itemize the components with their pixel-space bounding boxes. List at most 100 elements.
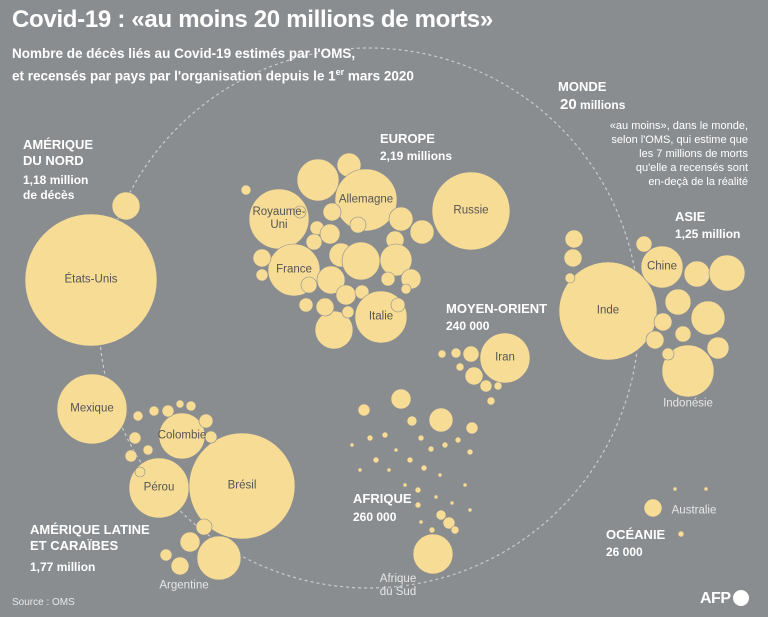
bubble xyxy=(635,235,653,253)
bubble xyxy=(132,410,144,422)
country-label-mexico: Mexique xyxy=(70,402,114,415)
bubble xyxy=(124,449,138,463)
bubble xyxy=(381,431,389,439)
country-label-peru: Pérou xyxy=(143,481,175,494)
bubble xyxy=(142,444,154,456)
region-latin-america-value: 1,77 million xyxy=(30,560,96,574)
bubble xyxy=(462,345,480,363)
bubble xyxy=(437,349,447,359)
bubble xyxy=(674,325,692,343)
bubble xyxy=(349,442,355,448)
region-north-america-value: 1,18 million de décès xyxy=(23,173,89,202)
world-value-number: 20 xyxy=(560,96,577,113)
subtitle-line-2-end: mars 2020 xyxy=(344,68,414,84)
bubble xyxy=(372,456,380,464)
source-note: Source : OMS xyxy=(12,597,75,608)
country-label-germany: Allemagne xyxy=(338,193,394,206)
bubble xyxy=(357,467,363,473)
bubble-mexico xyxy=(56,373,128,445)
country-label-australia: Australie xyxy=(671,504,717,517)
bubble-china xyxy=(640,245,684,289)
bubble xyxy=(466,448,474,456)
region-latin-america-name: AMÉRIQUE LATINE ET CARAÏBES xyxy=(30,522,150,553)
bubble xyxy=(300,276,318,294)
country-label-iran: Iran xyxy=(495,351,515,364)
bubble xyxy=(414,486,422,494)
bubble xyxy=(450,347,462,359)
bubble xyxy=(645,330,665,350)
bubble xyxy=(390,297,406,313)
region-north-america-name: AMÉRIQUE DU NORD xyxy=(23,137,94,168)
afp-logo: AFP xyxy=(700,590,749,608)
bubble xyxy=(198,413,214,429)
bubble xyxy=(428,526,436,534)
bubble xyxy=(420,464,428,472)
bubble xyxy=(314,310,354,350)
bubble xyxy=(335,284,357,306)
bubble xyxy=(479,379,493,393)
region-middle-east-name: MOYEN-ORIENT xyxy=(446,301,548,316)
bubble xyxy=(418,519,424,525)
bubble xyxy=(409,219,435,245)
bubble xyxy=(441,441,449,449)
bubble xyxy=(366,434,374,442)
region-asia-name: ASIE xyxy=(675,209,706,224)
region-europe-value: 2,19 millions xyxy=(380,149,453,163)
country-label-india: Inde xyxy=(596,304,620,317)
bubble xyxy=(690,300,726,336)
bubble-indonesia xyxy=(661,344,715,398)
world-note: «au moins», dans le monde, selon l'OMS, … xyxy=(568,119,748,189)
bubble xyxy=(661,347,675,361)
bubble xyxy=(400,283,412,295)
bubble xyxy=(298,297,314,313)
region-europe-name: EUROPE xyxy=(380,131,435,146)
bubble-australia xyxy=(643,498,663,518)
bubble xyxy=(454,436,462,444)
bubble-germany xyxy=(334,168,398,232)
chart-subtitle: Nombre de décès liés au Covid-19 estimés… xyxy=(12,44,532,86)
subtitle-line-1: Nombre de décès liés au Covid-19 estimés… xyxy=(12,46,356,61)
bubble xyxy=(677,530,685,538)
bubble xyxy=(296,158,340,202)
region-oceania-value: 26 000 xyxy=(606,545,643,559)
chart-title: Covid-19 : «au moins 20 millions de mort… xyxy=(12,6,493,33)
region-africa-name: AFRIQUE xyxy=(353,491,412,506)
bubble xyxy=(414,501,422,509)
bubble xyxy=(128,431,142,445)
country-label-indonesia: Indonésie xyxy=(663,397,713,410)
world-note-line: «au moins», dans le monde, xyxy=(609,120,748,132)
bubble xyxy=(255,268,269,282)
bubble xyxy=(316,265,346,295)
country-label-usa: États-Unis xyxy=(64,273,118,286)
logo-dot-icon xyxy=(732,590,749,606)
world-note-line: en-deçà de la réalité xyxy=(648,176,748,188)
bubble xyxy=(467,507,473,513)
bubble xyxy=(435,509,447,521)
bubble-iran xyxy=(479,332,531,384)
bubble xyxy=(449,500,455,506)
bubble xyxy=(708,254,746,292)
world-note-line: selon l'OMS, qui estime que xyxy=(611,134,748,146)
subtitle-line-2: et recensés par pays par l'organisation … xyxy=(12,68,336,84)
region-africa-value: 260 000 xyxy=(353,510,397,524)
bubble xyxy=(179,531,201,553)
subtitle-superscript: er xyxy=(335,67,345,77)
bubble xyxy=(664,288,692,316)
bubble-russia xyxy=(431,171,511,251)
bubble xyxy=(455,362,465,372)
bubble xyxy=(380,271,396,287)
bubble xyxy=(319,223,341,245)
country-label-russia: Russie xyxy=(453,204,489,217)
country-label-uk: Royaume- Uni xyxy=(252,206,306,231)
bubble xyxy=(703,486,709,492)
bubble xyxy=(402,482,408,488)
bubble xyxy=(653,312,673,332)
bubble xyxy=(672,486,678,492)
world-value: 20 millions xyxy=(560,96,625,113)
bubble xyxy=(240,184,252,196)
bubble xyxy=(406,415,418,427)
bubble xyxy=(450,525,460,535)
world-value-unit: millions xyxy=(580,98,626,112)
bubble-south-africa xyxy=(412,533,454,575)
